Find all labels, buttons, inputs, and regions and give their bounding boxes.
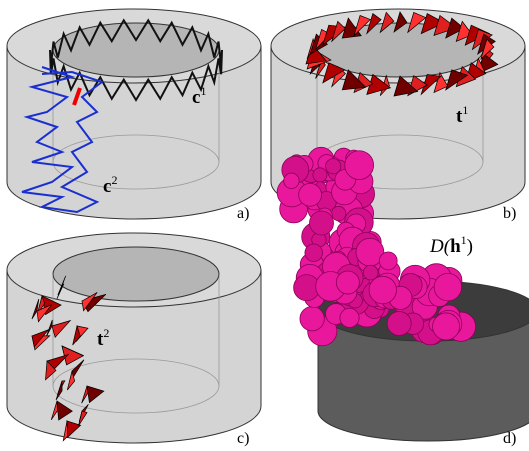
panel-label: b) [503, 205, 516, 222]
blob-cell [326, 159, 341, 174]
blob-cell [313, 168, 327, 182]
blob-cell [299, 183, 322, 206]
blob-cell [305, 244, 323, 262]
figure: a) c1 c2 b) t1 c) t2 d) D(h1) [0, 0, 529, 451]
blob-cell [345, 151, 374, 180]
panel-c [7, 233, 261, 443]
blob-cell [379, 252, 397, 270]
annotation-pre: D( [429, 236, 452, 257]
blob-cell [340, 308, 359, 327]
annotation-base: h [450, 236, 461, 257]
panel-label: d) [503, 430, 516, 447]
annotation: D(h1) [429, 233, 473, 257]
blob-cell [300, 307, 324, 331]
blob-cell [284, 173, 299, 188]
annotation-sup: 1 [200, 84, 206, 98]
annotation-sup: 2 [111, 173, 117, 187]
panel-label: c) [237, 430, 249, 447]
blob-cell [331, 206, 345, 220]
blob-cell [309, 211, 333, 235]
hole [53, 247, 219, 301]
annotation-base: c [192, 87, 200, 108]
annotation-sup: 1 [462, 103, 468, 117]
annotation-sup: 2 [103, 326, 109, 340]
blob-cell [387, 311, 411, 335]
blob-cell [336, 271, 359, 294]
blob-cell [433, 313, 460, 340]
blob-cell [434, 273, 462, 301]
annotation-post: ) [467, 236, 473, 257]
panel-a [7, 9, 261, 219]
blob-cell [369, 276, 396, 303]
annotation-base: c [103, 176, 111, 197]
panel-label: a) [237, 205, 249, 222]
